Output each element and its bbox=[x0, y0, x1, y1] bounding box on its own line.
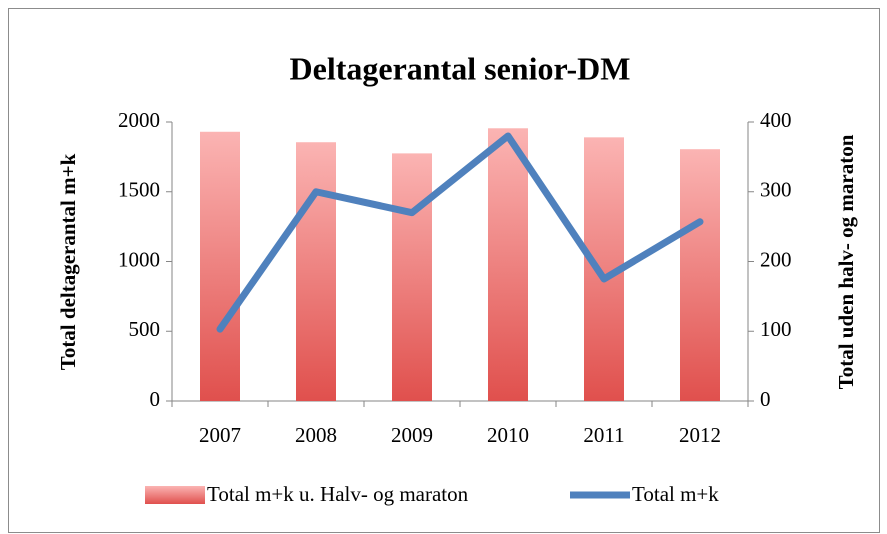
chart-title: Deltagerantal senior-DM bbox=[290, 50, 631, 86]
y-tick-label: 0 bbox=[150, 387, 161, 411]
y2-tick-label: 100 bbox=[760, 317, 792, 341]
y2-tick-label: 300 bbox=[760, 178, 792, 202]
x-tick-label: 2009 bbox=[391, 423, 433, 447]
y-tick-label: 1500 bbox=[118, 178, 160, 202]
x-tick-label: 2007 bbox=[199, 423, 241, 447]
line bbox=[216, 132, 704, 333]
y2-axis-title: Total uden halv- og maraton bbox=[834, 134, 858, 389]
y-tick-label: 500 bbox=[129, 317, 161, 341]
legend-label: Total m+k u. Halv- og maraton bbox=[207, 482, 469, 506]
x-tick-label: 2011 bbox=[583, 423, 624, 447]
y-tick-label: 1000 bbox=[118, 247, 160, 271]
bar bbox=[488, 128, 528, 401]
y2-tick-label: 0 bbox=[760, 387, 771, 411]
bar bbox=[296, 142, 336, 402]
y2-tick-label: 200 bbox=[760, 247, 792, 271]
bar bbox=[392, 153, 432, 401]
y-axis-title: Total deltagerantal m+k bbox=[56, 153, 80, 370]
chart-border bbox=[8, 8, 880, 533]
bar bbox=[680, 149, 720, 401]
bar bbox=[200, 131, 240, 401]
y2-tick-label: 400 bbox=[760, 108, 792, 132]
legend-label: Total m+k bbox=[632, 482, 719, 506]
x-tick-label: 2008 bbox=[295, 423, 337, 447]
legend-swatch bbox=[145, 486, 205, 504]
y-tick-label: 2000 bbox=[118, 108, 160, 132]
x-tick-label: 2012 bbox=[679, 423, 721, 447]
x-tick-label: 2010 bbox=[487, 423, 529, 447]
